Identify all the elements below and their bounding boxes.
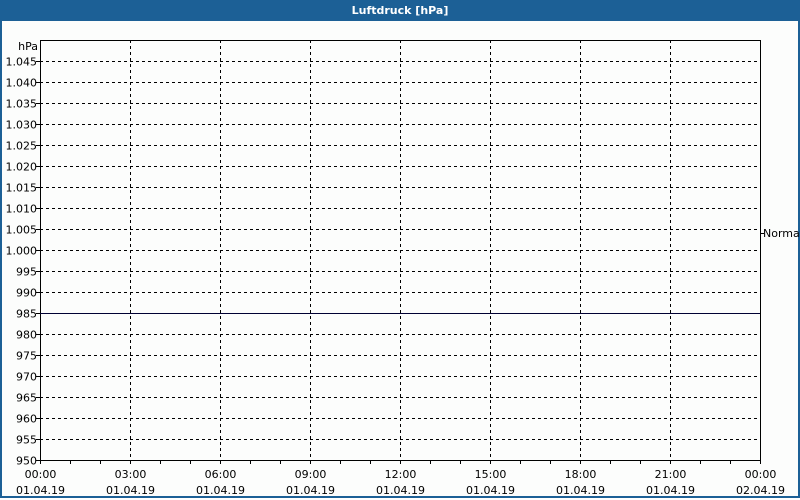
plot-frame xyxy=(40,40,761,461)
y-tick-label: 1.045 xyxy=(6,56,38,69)
y-tick-label: 1.015 xyxy=(6,182,38,195)
y-tick-label: 1.010 xyxy=(6,203,38,216)
x-tick-time: 15:00 xyxy=(475,468,507,481)
x-tick-time: 00:00 xyxy=(745,468,777,481)
x-tick-time: 18:00 xyxy=(565,468,597,481)
x-tick-time: 09:00 xyxy=(295,468,327,481)
y-tick-label: 965 xyxy=(16,392,37,405)
x-tick-date: 01.04.19 xyxy=(196,484,245,497)
x-tick-date: 01.04.19 xyxy=(16,484,65,497)
y-tick-label: 1.030 xyxy=(6,119,38,132)
x-tick-time: 12:00 xyxy=(385,468,417,481)
x-tick-time: 03:00 xyxy=(115,468,147,481)
x-tick-date: 01.04.19 xyxy=(106,484,155,497)
y-tick-label: 975 xyxy=(16,350,37,363)
x-tick-time: 00:00 xyxy=(25,468,57,481)
y-axis-label: hPa xyxy=(18,40,38,53)
y-tick-label: 950 xyxy=(16,455,37,468)
x-tick-date: 01.04.19 xyxy=(556,484,605,497)
x-tick-date: 01.04.19 xyxy=(376,484,425,497)
y-tick-label: 1.035 xyxy=(6,98,38,111)
y-tick-label: 990 xyxy=(16,287,37,300)
y-tick-label: 1.005 xyxy=(6,224,38,237)
normal-label: Normal xyxy=(763,227,800,240)
x-tick-time: 21:00 xyxy=(655,468,687,481)
y-tick-label: 1.000 xyxy=(6,245,38,258)
window-title: Luftdruck [hPa] xyxy=(0,0,800,21)
x-tick-date: 01.04.19 xyxy=(646,484,695,497)
x-tick-time: 06:00 xyxy=(205,468,237,481)
y-tick-label: 1.025 xyxy=(6,140,38,153)
y-tick-label: 1.020 xyxy=(6,161,38,174)
y-tick-label: 980 xyxy=(16,329,37,342)
x-tick-date: 01.04.19 xyxy=(286,484,335,497)
y-tick-label: 970 xyxy=(16,371,37,384)
y-tick-label: 960 xyxy=(16,413,37,426)
y-tick-label: 995 xyxy=(16,266,37,279)
x-tick-date: 01.04.19 xyxy=(466,484,515,497)
y-tick-label: 985 xyxy=(16,308,37,321)
y-tick-label: 955 xyxy=(16,434,37,447)
x-tick-date: 02.04.19 xyxy=(736,484,785,497)
y-tick-label: 1.040 xyxy=(6,77,38,90)
